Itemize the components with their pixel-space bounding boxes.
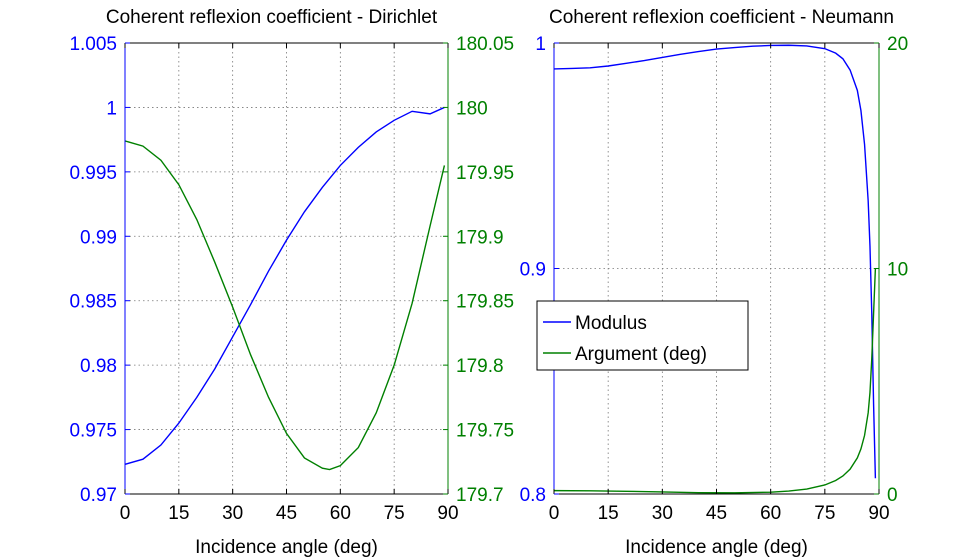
y-tick-label-right: 20 <box>887 34 908 55</box>
series-line-2 <box>124 140 446 471</box>
series-line-1 <box>553 44 877 479</box>
grid <box>554 43 879 494</box>
x-tick-label: 0 <box>120 503 131 524</box>
y-tick-label-left: 1.005 <box>69 34 117 55</box>
y-tick-label-left: 1 <box>106 98 117 119</box>
y-tick-label-left: 0.9 <box>520 260 546 281</box>
x-axis-label: Incidence angle (deg) <box>625 537 808 558</box>
y-tick-label-left: 0.98 <box>80 356 117 377</box>
y-tick-label-left: 0.97 <box>80 485 117 506</box>
y-tick-label-left: 0.99 <box>80 227 117 248</box>
x-axis-label: Incidence angle (deg) <box>195 537 378 558</box>
y-tick-label-right: 180.05 <box>456 34 514 55</box>
x-tick-label: 45 <box>276 503 297 524</box>
x-tick-label: 15 <box>168 503 189 524</box>
y-tick-label-left: 0.995 <box>69 163 117 184</box>
y-tick-label-right: 0 <box>887 485 898 506</box>
x-tick-label: 90 <box>868 503 889 524</box>
y-tick-label-right: 179.95 <box>456 163 514 184</box>
x-tick-label: 15 <box>598 503 619 524</box>
x-tick-label: 30 <box>222 503 243 524</box>
x-tick-label: 60 <box>330 503 351 524</box>
series-line-1 <box>124 106 445 466</box>
x-tick-label: 60 <box>760 503 781 524</box>
x-tick-label: 90 <box>437 503 458 524</box>
x-tick-label: 45 <box>706 503 727 524</box>
x-tick-label: 75 <box>814 503 835 524</box>
legend-box <box>536 300 749 371</box>
y-tick-label-right: 179.8 <box>456 356 504 377</box>
chart-panel-1: 0 15 30 45 60 75 90 0.97 0.975 0.98 0.985 0.99 0.995… <box>69 7 514 558</box>
legend-label-2: Argument (deg) <box>575 344 707 365</box>
x-tick-label: 0 <box>549 503 560 524</box>
series-line-2 <box>553 268 877 494</box>
grid <box>125 43 448 494</box>
y-tick-label-left: 0.985 <box>69 292 117 313</box>
y-tick-label-right: 179.7 <box>456 485 504 506</box>
y-tick-label-right: 179.9 <box>456 227 504 248</box>
x-tick-label: 30 <box>652 503 673 524</box>
legend: Modulus Argument (deg) <box>536 300 749 371</box>
y-tick-label-right: 179.85 <box>456 292 514 313</box>
legend-label-1: Modulus <box>575 313 647 334</box>
y-tick-label-left: 0.8 <box>520 485 546 506</box>
chart-title: Coherent reflexion coefficient - Dirichl… <box>106 7 438 28</box>
y-tick-label-left: 0.975 <box>69 421 117 442</box>
y-tick-label-right: 10 <box>887 260 908 281</box>
chart-title: Coherent reflexion coefficient - Neumann <box>549 7 894 28</box>
y-tick-label-right: 180 <box>456 98 488 119</box>
y-tick-label-left: 1 <box>535 34 546 55</box>
y-tick-label-right: 179.75 <box>456 421 514 442</box>
x-tick-label: 75 <box>384 503 405 524</box>
